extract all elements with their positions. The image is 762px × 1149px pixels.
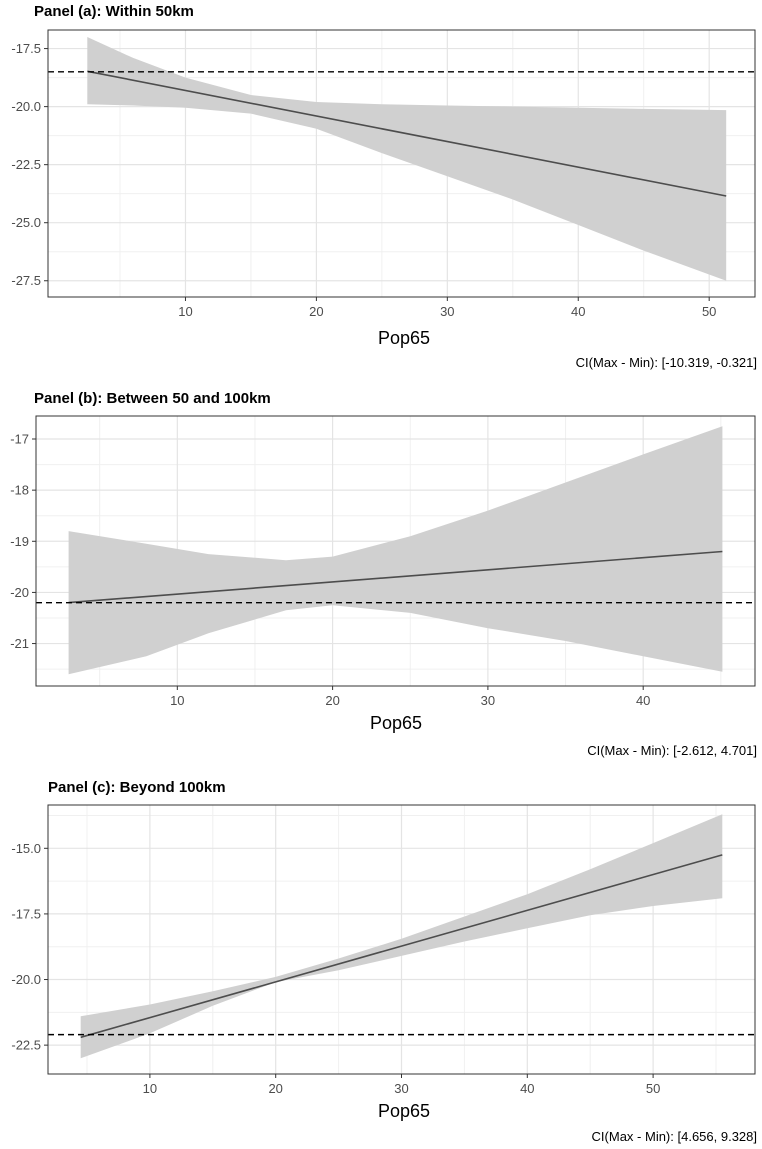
ci-caption: CI(Max - Min): [4.656, 9.328] xyxy=(592,1129,757,1144)
panel-title: Panel (a): Within 50km xyxy=(34,3,194,20)
ci-caption: CI(Max - Min): [-10.319, -0.321] xyxy=(576,355,757,370)
y-tick-label: -22.5 xyxy=(11,1038,41,1053)
estimate-line xyxy=(87,70,727,197)
x-tick-label: 50 xyxy=(646,1081,660,1096)
panel-2: Panel (c): Beyond 100km -15.0 -17.5 -20.0 -2… xyxy=(11,779,757,1144)
y-tick-label: -18 xyxy=(10,483,29,498)
x-tick-label: 30 xyxy=(440,304,454,319)
y-tick-label: -21 xyxy=(10,636,29,651)
confidence-band xyxy=(68,426,723,675)
x-axis-label: Pop65 xyxy=(370,713,422,733)
x-tick-label: 20 xyxy=(309,304,323,319)
x-tick-label: 10 xyxy=(143,1081,157,1096)
x-tick-label: 30 xyxy=(394,1081,408,1096)
y-tick-label: -27.5 xyxy=(11,273,41,288)
y-tick-label: -20 xyxy=(10,585,29,600)
x-tick-label: 20 xyxy=(268,1081,282,1096)
panel-border xyxy=(47,29,756,298)
panel-title: Panel (b): Between 50 and 100km xyxy=(34,390,271,407)
y-tick-label: -17.5 xyxy=(11,906,41,921)
y-tick-label: -19 xyxy=(10,534,29,549)
x-tick-label: 40 xyxy=(636,693,650,708)
estimate-line xyxy=(80,854,723,1039)
panel-title: Panel (c): Beyond 100km xyxy=(48,779,226,796)
panel-border xyxy=(35,415,756,687)
x-tick-label: 30 xyxy=(481,693,495,708)
panel-1: Panel (b): Between 50 and 100km -17 -18 -19… xyxy=(10,390,757,758)
x-tick-label: 10 xyxy=(170,693,184,708)
y-tick-label: -25.0 xyxy=(11,215,41,230)
x-axis-label: Pop65 xyxy=(378,1101,430,1121)
estimate-line xyxy=(68,550,723,604)
ci-caption: CI(Max - Min): [-2.612, 4.701] xyxy=(587,743,757,758)
x-tick-label: 10 xyxy=(178,304,192,319)
x-axis-label: Pop65 xyxy=(378,328,430,348)
x-tick-label: 20 xyxy=(325,693,339,708)
panel-0: Panel (a): Within 50km -17.5 -20.0 -22.5 -25… xyxy=(11,3,757,370)
confidence-band xyxy=(87,37,727,281)
y-tick-label: -17 xyxy=(10,432,29,447)
y-tick-label: -20.0 xyxy=(11,99,41,114)
y-tick-label: -22.5 xyxy=(11,157,41,172)
x-tick-label: 40 xyxy=(571,304,585,319)
y-tick-label: -17.5 xyxy=(11,41,41,56)
y-tick-label: -20.0 xyxy=(11,972,41,987)
confidence-band xyxy=(80,814,723,1059)
y-tick-label: -15.0 xyxy=(11,841,41,856)
x-tick-label: 50 xyxy=(702,304,716,319)
x-tick-label: 40 xyxy=(520,1081,534,1096)
